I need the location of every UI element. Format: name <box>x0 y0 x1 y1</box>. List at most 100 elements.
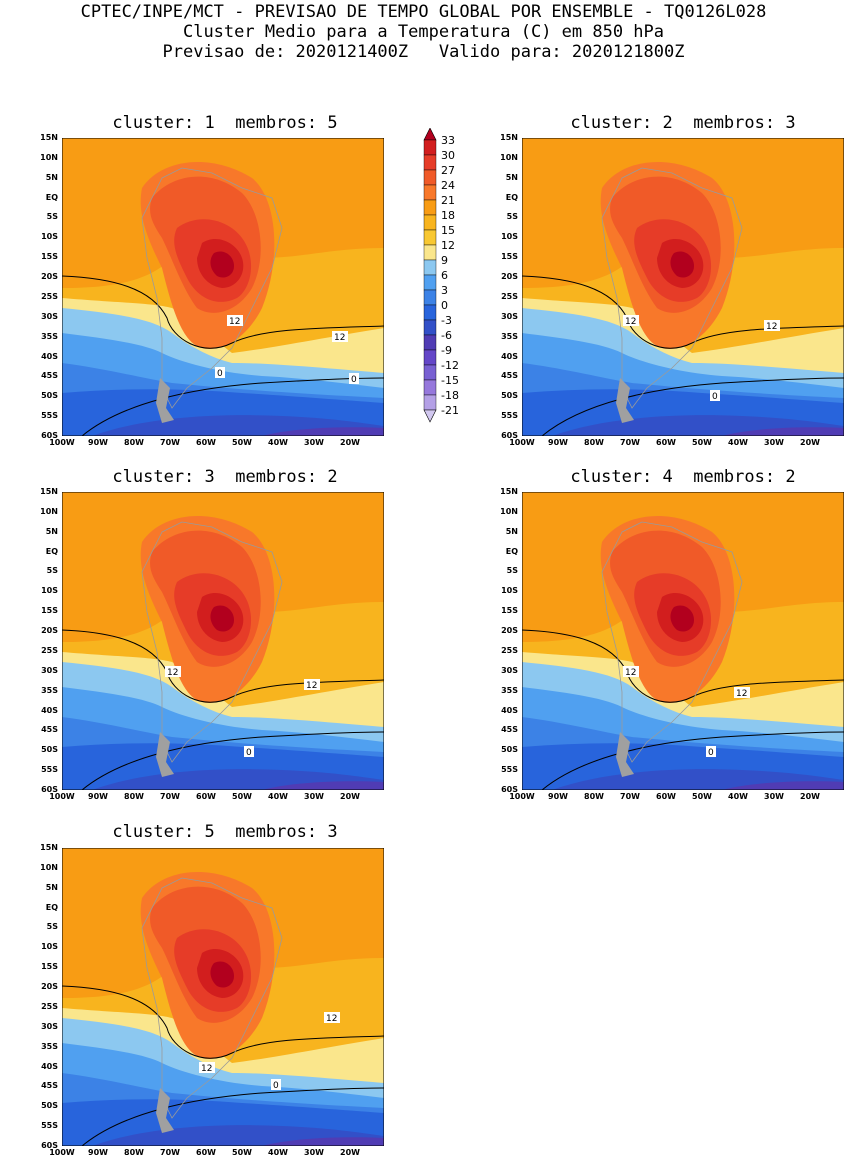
svg-text:0: 0 <box>246 748 252 758</box>
colorbar-level-label: 30 <box>441 149 455 162</box>
lat-tick-label: 20S <box>41 982 58 992</box>
panel-title: cluster: 2 membros: 3 <box>570 113 796 133</box>
lat-tick-label: 40S <box>41 351 58 361</box>
lon-tick-label: 20W <box>340 792 360 801</box>
lon-tick-label: 100W <box>49 1148 75 1157</box>
colorbar-segment <box>423 379 437 396</box>
lon-tick-label: 70W <box>620 438 640 447</box>
contour-label: 12 <box>332 331 348 343</box>
colorbar-segment <box>423 334 437 351</box>
svg-text:12: 12 <box>326 1014 337 1024</box>
lat-tick-label: 30S <box>501 311 518 321</box>
map-layers <box>522 138 844 436</box>
colorbar-segment <box>423 304 437 321</box>
lat-tick-label: 10N <box>40 152 58 162</box>
contour-label: 0 <box>271 1079 281 1091</box>
lat-tick-label: 55S <box>41 765 58 775</box>
lat-tick-label: 15N <box>500 487 518 496</box>
lat-tick-label: 5N <box>45 882 58 892</box>
lon-tick-label: 100W <box>509 438 535 447</box>
lon-tick-label: 60W <box>196 1148 216 1157</box>
lat-tick-label: 30S <box>41 311 58 321</box>
lat-tick-label: 60S <box>41 1141 58 1150</box>
lat-tick-label: 60S <box>501 785 518 794</box>
colorbar-segment <box>423 259 437 276</box>
colorbar-segment <box>423 229 437 246</box>
colorbar-segment <box>423 244 437 261</box>
temperature-map: 12 12 0 <box>62 848 384 1146</box>
colorbar-level-label: 12 <box>441 239 455 252</box>
lon-tick-label: 90W <box>88 792 108 801</box>
svg-text:0: 0 <box>351 375 357 385</box>
lat-tick-label: 25S <box>41 291 58 301</box>
colorbar-segment <box>423 184 437 201</box>
contour-label: 12 <box>623 666 639 678</box>
lon-tick-label: 80W <box>124 1148 144 1157</box>
contour-label: 0 <box>349 373 359 385</box>
lat-tick-label: 5N <box>505 172 518 182</box>
lat-tick-label: 35S <box>41 331 58 341</box>
lat-tick-label: 10S <box>41 942 58 952</box>
temperature-map: 12 12 0 <box>522 492 844 790</box>
lat-tick-label: 20S <box>501 626 518 636</box>
colorbar-segment <box>423 199 437 216</box>
lon-tick-label: 90W <box>88 1148 108 1157</box>
svg-text:12: 12 <box>736 689 747 699</box>
lat-tick-label: 35S <box>41 1041 58 1051</box>
lat-tick-label: 5S <box>506 212 518 222</box>
lat-tick-label: 45S <box>501 371 518 381</box>
lon-tick-label: 30W <box>304 1148 324 1157</box>
colorbar-segment <box>423 364 437 381</box>
lat-tick-label: 15N <box>40 843 58 852</box>
lat-tick-label: 10S <box>41 586 58 596</box>
map-layers <box>522 492 844 790</box>
lon-tick-label: 30W <box>304 792 324 801</box>
lat-tick-label: 5S <box>46 566 58 576</box>
lat-tick-label: 10N <box>500 506 518 516</box>
svg-text:12: 12 <box>229 317 240 327</box>
lat-tick-label: 15N <box>40 133 58 142</box>
lon-tick-label: 60W <box>196 438 216 447</box>
lon-tick-label: 70W <box>160 438 180 447</box>
lat-tick-label: 25S <box>501 645 518 655</box>
colorbar-level-label: -21 <box>441 404 459 417</box>
colorbar-top-arrow <box>423 128 437 141</box>
svg-text:12: 12 <box>167 668 178 678</box>
lat-tick-label: 60S <box>501 431 518 440</box>
svg-text:0: 0 <box>217 369 223 379</box>
lat-tick-label: 15N <box>500 133 518 142</box>
lon-tick-label: 70W <box>160 792 180 801</box>
colorbar-segment <box>423 154 437 171</box>
svg-text:12: 12 <box>766 322 777 332</box>
contour-label: 12 <box>304 679 320 691</box>
lon-tick-label: 20W <box>340 438 360 447</box>
lon-tick-label: 40W <box>268 792 288 801</box>
colorbar-level-label: 24 <box>441 179 455 192</box>
colorbar-bottom-arrow <box>423 409 437 423</box>
lat-tick-label: 5S <box>506 566 518 576</box>
svg-text:0: 0 <box>708 748 714 758</box>
lat-tick-label: 45S <box>41 371 58 381</box>
svg-text:12: 12 <box>306 681 317 691</box>
lon-tick-label: 70W <box>160 1148 180 1157</box>
lat-tick-label: 50S <box>41 745 58 755</box>
lon-tick-label: 90W <box>548 438 568 447</box>
lat-tick-label: 5S <box>46 212 58 222</box>
lat-tick-label: 5S <box>46 922 58 932</box>
colorbar-segment <box>423 319 437 336</box>
lon-tick-label: 40W <box>268 438 288 447</box>
lat-tick-label: EQ <box>45 192 58 202</box>
lat-tick-label: 45S <box>41 1081 58 1091</box>
colorbar-level-label: -3 <box>441 314 452 327</box>
lat-tick-label: 10S <box>501 586 518 596</box>
lat-tick-label: 55S <box>41 1121 58 1131</box>
lat-tick-label: 25S <box>41 1001 58 1011</box>
lon-tick-label: 50W <box>232 438 252 447</box>
lon-tick-label: 70W <box>620 792 640 801</box>
lat-tick-label: 30S <box>501 665 518 675</box>
map-layers <box>62 138 384 436</box>
lat-tick-label: 40S <box>501 351 518 361</box>
colorbar-segment <box>423 274 437 291</box>
svg-text:12: 12 <box>201 1064 212 1074</box>
lat-tick-label: 50S <box>501 745 518 755</box>
